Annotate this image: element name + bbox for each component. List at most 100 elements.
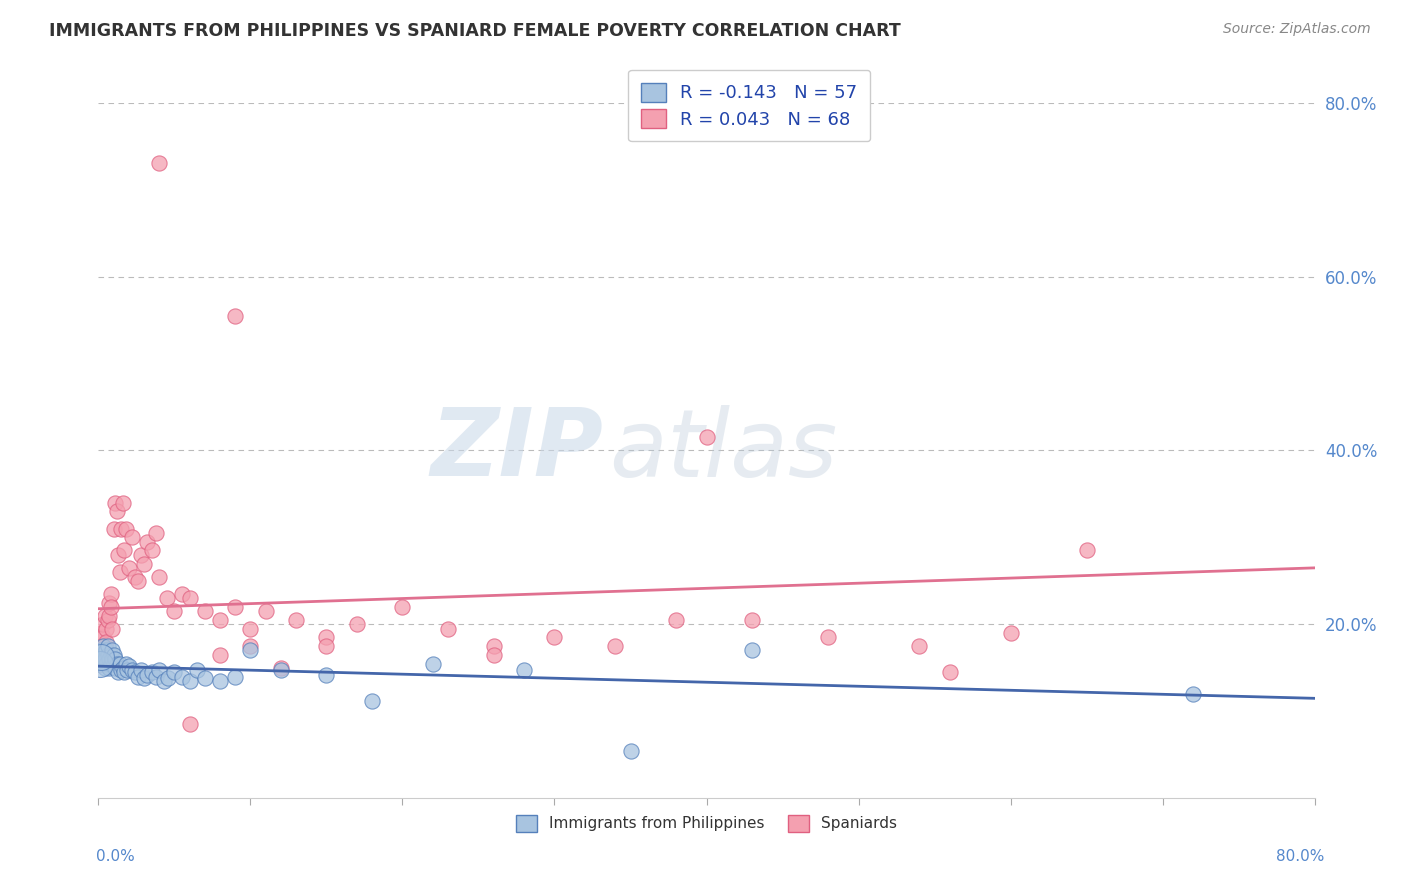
Point xyxy=(108,566,131,580)
Point xyxy=(108,657,131,671)
Point xyxy=(136,534,159,549)
Point xyxy=(96,648,118,662)
Point xyxy=(346,617,368,632)
Point xyxy=(129,548,152,562)
Point xyxy=(96,639,118,653)
Point xyxy=(103,648,125,662)
Point xyxy=(112,543,135,558)
Point xyxy=(908,639,931,653)
Point xyxy=(98,652,121,666)
Point xyxy=(270,661,292,675)
Point xyxy=(91,617,114,632)
Point xyxy=(93,608,115,623)
Point xyxy=(179,717,201,731)
Point xyxy=(148,663,170,677)
Point xyxy=(170,587,193,601)
Point xyxy=(110,522,132,536)
Point xyxy=(939,665,962,680)
Point xyxy=(91,639,114,653)
Point xyxy=(163,604,186,618)
Point xyxy=(93,652,115,666)
Point xyxy=(90,650,112,665)
Point xyxy=(111,661,134,675)
Point xyxy=(148,156,170,170)
Point xyxy=(482,639,505,653)
Point xyxy=(94,643,117,657)
Point xyxy=(90,626,112,640)
Point xyxy=(224,669,246,683)
Text: atlas: atlas xyxy=(609,405,838,496)
Point xyxy=(285,613,308,627)
Point xyxy=(157,671,180,685)
Point xyxy=(93,639,115,653)
Point xyxy=(90,643,112,657)
Text: Source: ZipAtlas.com: Source: ZipAtlas.com xyxy=(1223,22,1371,37)
Point xyxy=(129,663,152,677)
Point xyxy=(741,613,763,627)
Point xyxy=(186,663,208,677)
Point xyxy=(103,522,125,536)
Y-axis label: Female Poverty: Female Poverty xyxy=(0,392,7,509)
Point xyxy=(127,669,149,683)
Point xyxy=(422,657,444,671)
Point xyxy=(315,631,337,645)
Point xyxy=(101,643,124,657)
Point xyxy=(605,639,627,653)
Point xyxy=(90,652,112,666)
Point xyxy=(114,657,136,671)
Point xyxy=(179,673,201,688)
Point xyxy=(96,613,118,627)
Point xyxy=(96,648,118,662)
Point xyxy=(194,604,217,618)
Point xyxy=(100,657,122,671)
Point xyxy=(513,663,536,677)
Point xyxy=(1182,687,1205,701)
Point xyxy=(152,673,174,688)
Point xyxy=(107,548,129,562)
Point xyxy=(89,657,111,671)
Point xyxy=(110,663,132,677)
Point xyxy=(239,639,262,653)
Point xyxy=(127,574,149,588)
Point xyxy=(543,631,565,645)
Point xyxy=(270,663,292,677)
Point xyxy=(98,608,121,623)
Point xyxy=(132,671,155,685)
Point xyxy=(1076,543,1098,558)
Point xyxy=(94,657,117,671)
Point xyxy=(89,648,111,662)
Point xyxy=(121,530,143,544)
Point xyxy=(91,631,114,645)
Point xyxy=(437,622,460,636)
Point xyxy=(239,622,262,636)
Point xyxy=(254,604,277,618)
Point xyxy=(315,639,337,653)
Point xyxy=(665,613,688,627)
Point xyxy=(118,561,141,575)
Point xyxy=(696,430,718,444)
Point xyxy=(103,657,125,671)
Point xyxy=(104,496,127,510)
Point xyxy=(194,671,217,685)
Text: ZIP: ZIP xyxy=(430,404,603,497)
Point xyxy=(93,661,115,675)
Point xyxy=(100,600,122,615)
Point xyxy=(98,596,121,610)
Point xyxy=(209,613,232,627)
Point xyxy=(239,643,262,657)
Point xyxy=(121,663,143,677)
Point xyxy=(100,587,122,601)
Legend: Immigrants from Philippines, Spaniards: Immigrants from Philippines, Spaniards xyxy=(506,805,907,841)
Point xyxy=(112,665,135,680)
Point xyxy=(107,665,129,680)
Point xyxy=(391,600,413,615)
Point xyxy=(101,652,124,666)
Point xyxy=(124,665,146,680)
Text: 0.0%: 0.0% xyxy=(96,849,135,864)
Point xyxy=(105,657,128,671)
Point xyxy=(98,661,121,675)
Point xyxy=(145,526,167,541)
Point xyxy=(90,639,112,653)
Point xyxy=(145,669,167,683)
Point xyxy=(89,654,111,668)
